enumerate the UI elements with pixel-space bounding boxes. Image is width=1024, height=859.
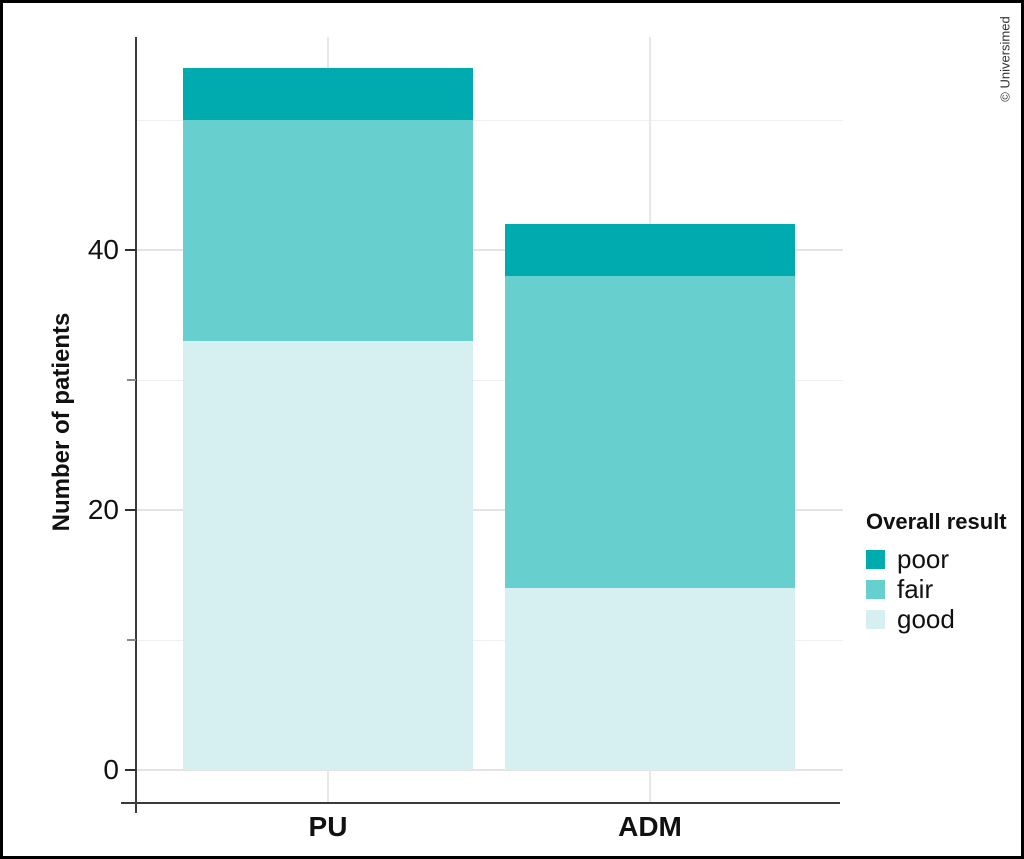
y-minor-tick-30 [127,379,136,381]
gridline-y-40 [136,249,843,251]
legend-item-poor: poor [866,544,1007,574]
gridline-y-30 [136,380,843,381]
y-tick-label-20: 20 [87,494,119,525]
y-tick-40 [125,249,136,251]
legend-swatch-good [866,609,885,629]
x-axis-line [121,802,840,804]
gridline-y-50 [136,120,843,121]
legend: Overall result poor fair good [866,509,1007,634]
legend-item-fair: fair [866,574,1007,604]
y-tick-label-40: 40 [87,234,119,265]
legend-item-good: good [866,604,1007,634]
bar-segment-ADM-good [505,588,795,770]
y-minor-tick-10 [127,639,136,641]
legend-label-poor: poor [897,544,950,574]
bar-segment-PU-fair [183,120,473,341]
x-tick-label-PU: PU [308,811,348,842]
bar-segment-ADM-fair [505,276,795,588]
gridline-y-10 [136,640,843,641]
legend-title: Overall result [866,509,1007,534]
y-axis-title: Number of patients [48,312,75,532]
y-tick-20 [125,509,136,511]
gridline-y-0 [136,769,843,771]
bar-segment-ADM-poor [505,224,795,276]
bar-segment-PU-poor [183,68,473,120]
bar-segment-PU-good [183,341,473,770]
y-tick-0 [125,769,136,771]
legend-items: poor fair good [866,544,1007,634]
legend-label-good: good [897,604,955,634]
gridline-y-20 [136,509,843,511]
y-axis-line [134,37,137,813]
legend-label-fair: fair [897,574,934,604]
y-tick-label-0: 0 [103,754,119,785]
legend-swatch-fair [866,579,885,599]
watermark-credit: © Universimed [997,16,1013,102]
x-tick-label-ADM: ADM [618,811,682,842]
legend-swatch-poor [866,549,885,569]
